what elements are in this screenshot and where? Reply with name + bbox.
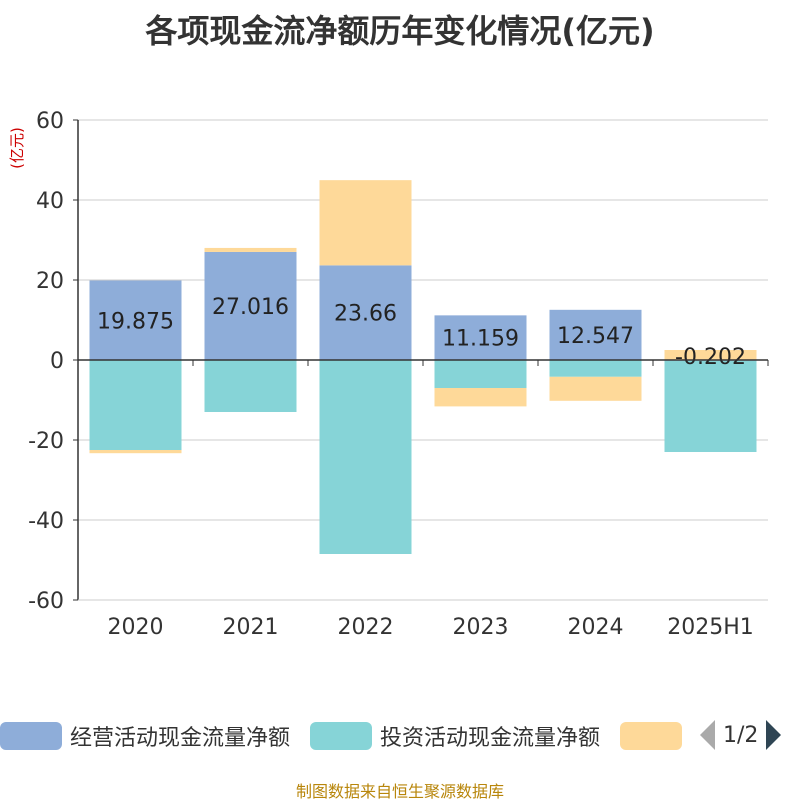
bar-financing (204, 247, 297, 252)
legend-item-operating[interactable]: 经营活动现金流量净额 (0, 720, 290, 752)
y-tick-label: 60 (36, 109, 64, 134)
bar-operating (434, 315, 527, 360)
x-tick-label: 2022 (338, 615, 394, 640)
y-tick-label: 0 (50, 349, 64, 374)
legend-pager: 1/2 (700, 720, 782, 750)
bar-financing (549, 376, 642, 401)
bar-investing (664, 360, 757, 452)
bar-financing (319, 180, 412, 266)
legend-swatch-operating (0, 722, 62, 750)
data-label: 12.547 (557, 324, 634, 349)
y-tick-label: -40 (28, 509, 64, 534)
data-label: 27.016 (212, 295, 289, 320)
x-tick-label: 2023 (453, 615, 509, 640)
chevron-right-icon[interactable] (766, 720, 782, 750)
y-tick-label: 40 (36, 189, 64, 214)
chart-title: 各项现金流净额历年变化情况(亿元) (145, 12, 655, 50)
bar-investing (89, 360, 182, 450)
legend-item-financing[interactable] (620, 722, 690, 750)
x-tick-label: 2024 (568, 615, 624, 640)
legend: 经营活动现金流量净额 投资活动现金流量净额 1/2 (0, 716, 800, 756)
legend-label-investing: 投资活动现金流量净额 (380, 726, 601, 751)
x-tick-label: 2021 (223, 615, 279, 640)
bar-operating (319, 265, 412, 360)
bar-financing (434, 388, 527, 407)
chevron-left-icon[interactable] (700, 720, 715, 750)
legend-item-investing[interactable]: 投资活动现金流量净额 (310, 720, 600, 752)
legend-page-indicator: 1/2 (723, 722, 759, 748)
bar-operating (89, 280, 182, 360)
legend-label-operating: 经营活动现金流量净额 (70, 726, 291, 751)
legend-swatch-financing (620, 722, 683, 750)
chart-plot: -60 -40 -20 0 20 40 60 (亿元) 19.875 27.016 23.66 11.… (8, 109, 769, 640)
legend-swatch-investing (310, 722, 373, 750)
x-tick-label: 2020 (108, 615, 164, 640)
bar-investing (204, 360, 297, 412)
source-note: 制图数据来自恒生聚源数据库 (295, 782, 504, 801)
data-label: 19.875 (97, 309, 174, 334)
y-unit-label: (亿元) (8, 127, 26, 169)
data-label: 23.66 (334, 302, 397, 327)
data-label: 11.159 (442, 327, 519, 352)
data-label: -0.202 (675, 345, 746, 370)
bar-operating (204, 251, 297, 360)
bar-investing (319, 360, 412, 554)
bar-financing (664, 350, 757, 360)
bar-financing (89, 450, 182, 454)
bar-investing (549, 360, 642, 377)
y-tick-label: -20 (28, 429, 64, 454)
y-tick-label: -60 (28, 589, 64, 614)
x-tick-label: 2025H1 (667, 615, 754, 640)
y-tick-label: 20 (36, 269, 64, 294)
bar-operating (549, 309, 642, 360)
bar-investing (434, 360, 527, 388)
